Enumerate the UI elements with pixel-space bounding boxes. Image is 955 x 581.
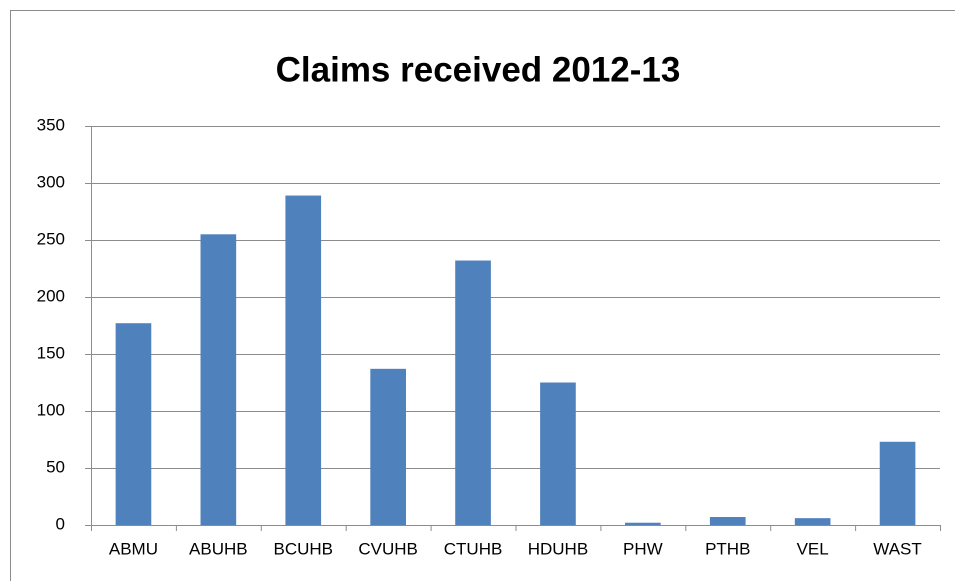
x-tick-label: BCUHB bbox=[273, 539, 333, 558]
y-tick-label: 150 bbox=[37, 343, 65, 362]
y-tick-label: 100 bbox=[37, 400, 65, 419]
x-tick-label: PHW bbox=[623, 539, 663, 558]
bar bbox=[625, 522, 661, 525]
bar bbox=[709, 517, 746, 525]
y-tick-label: 50 bbox=[46, 457, 65, 476]
x-tick-label: HDUHB bbox=[528, 539, 588, 558]
bar bbox=[370, 368, 406, 525]
bar bbox=[285, 195, 322, 526]
x-tick-label: ABUHB bbox=[189, 539, 248, 558]
x-tick-label: WAST bbox=[873, 539, 921, 558]
x-tick-label: CVUHB bbox=[358, 539, 418, 558]
x-tick-label: CTUHB bbox=[444, 539, 503, 558]
y-tick-label: 300 bbox=[37, 172, 65, 191]
bar bbox=[115, 323, 152, 525]
bar bbox=[794, 518, 831, 525]
y-tick-label: 0 bbox=[56, 514, 65, 533]
bar bbox=[455, 260, 491, 525]
x-tick-label: VEL bbox=[797, 539, 829, 558]
y-tick-label: 200 bbox=[37, 286, 65, 305]
x-tick-label: ABMU bbox=[109, 539, 158, 558]
bar bbox=[540, 382, 576, 525]
chart-title: Claims received 2012-13 bbox=[276, 50, 681, 89]
y-tick-label: 250 bbox=[37, 229, 65, 248]
bar bbox=[879, 441, 916, 525]
x-tick-label: PTHB bbox=[705, 539, 750, 558]
y-tick-label: 350 bbox=[37, 115, 65, 134]
bar bbox=[200, 234, 237, 526]
